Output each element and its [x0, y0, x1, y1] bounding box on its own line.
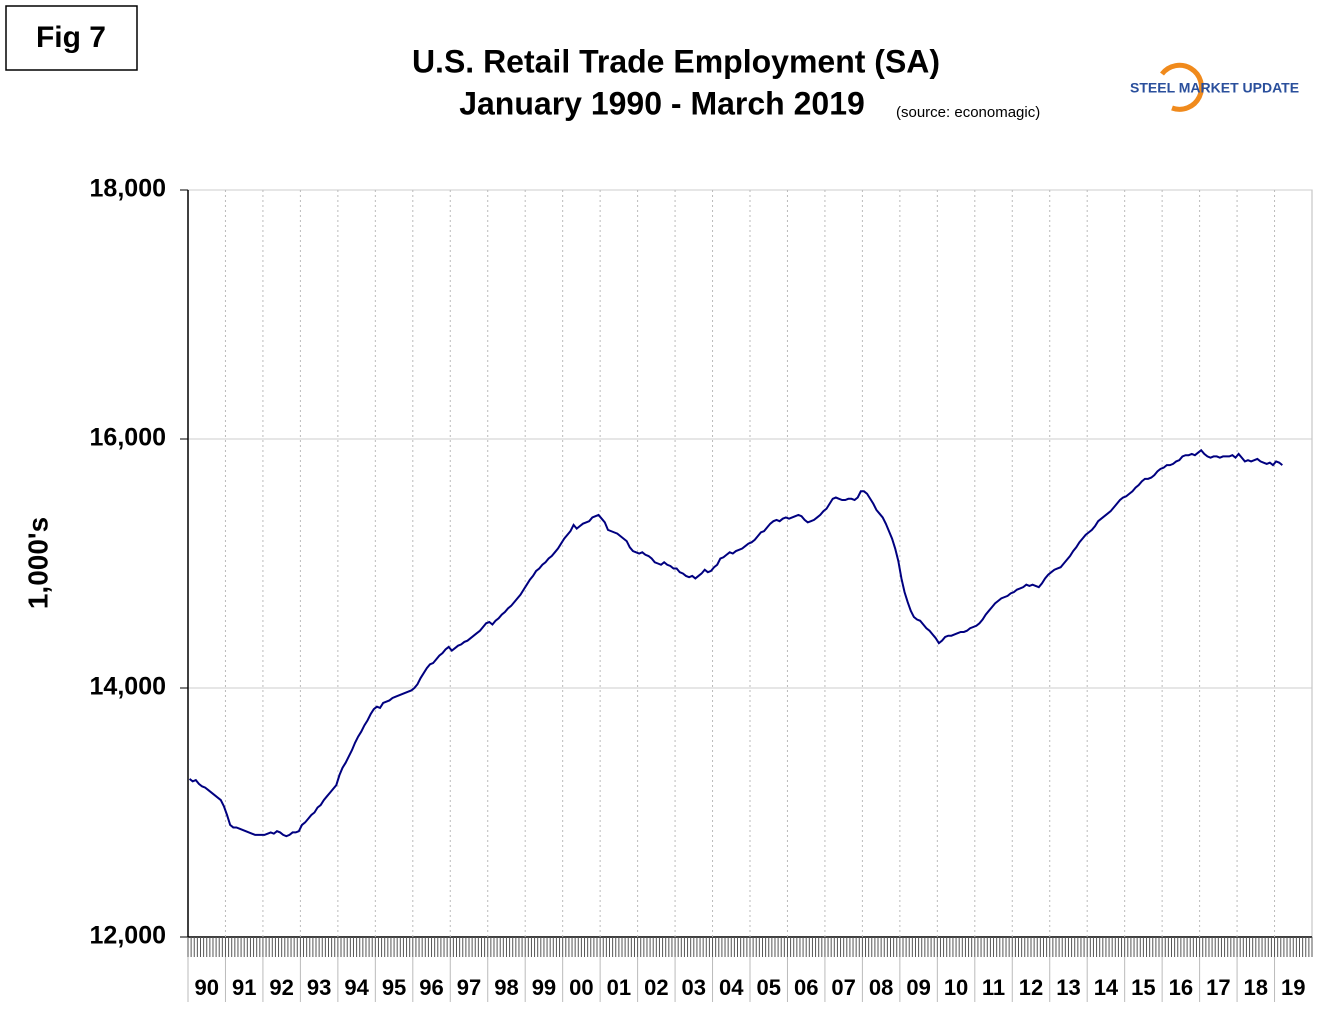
x-tick-label: 00: [569, 975, 593, 1000]
x-tick-label: 12: [1019, 975, 1043, 1000]
source-note: (source: economagic): [896, 104, 1040, 121]
series-line: [188, 448, 1283, 838]
logo-arc: [1160, 62, 1204, 112]
plot-area: [187, 189, 1313, 938]
x-tick-label: 90: [194, 975, 218, 1000]
x-tick-label: 13: [1056, 975, 1080, 1000]
x-tick-label: 19: [1281, 975, 1305, 1000]
x-tick-label: 18: [1244, 975, 1268, 1000]
x-tick-label: 94: [344, 975, 369, 1000]
x-tick-label: 04: [719, 975, 744, 1000]
x-tick-label: 09: [906, 975, 930, 1000]
x-tick-label: 92: [269, 975, 293, 1000]
figure-label: Fig 7: [36, 21, 106, 54]
x-tick-label: 02: [644, 975, 668, 1000]
x-tick-label: 07: [831, 975, 855, 1000]
y-tick-label: 18,000: [90, 175, 166, 203]
x-tick-label: 96: [419, 975, 443, 1000]
y-tick-label: 12,000: [90, 922, 166, 950]
x-tick-label: 95: [382, 975, 406, 1000]
x-tick-label: 91: [232, 975, 256, 1000]
x-tick-label: 01: [607, 975, 631, 1000]
y-tick-label: 14,000: [90, 673, 166, 701]
figure-label-box: [5, 5, 138, 71]
chart-title: U.S. Retail Trade Employment (SA): [412, 43, 940, 79]
x-tick-label: 16: [1169, 975, 1193, 1000]
logo: STEEL MARKET UPDATE: [1130, 80, 1299, 96]
x-tick-label: 98: [494, 975, 518, 1000]
x-tick-label: 97: [457, 975, 481, 1000]
x-tick-label: 93: [307, 975, 331, 1000]
x-tick-label: 06: [794, 975, 818, 1000]
x-tick-label: 05: [756, 975, 780, 1000]
x-tick-label: 99: [532, 975, 556, 1000]
x-tick-label: 15: [1131, 975, 1155, 1000]
x-tick-label: 10: [944, 975, 968, 1000]
y-tick-label: 16,000: [90, 424, 166, 452]
chart-subtitle: January 1990 - March 2019: [459, 85, 865, 121]
x-tick-label: 14: [1094, 975, 1119, 1000]
x-tick-label: 17: [1206, 975, 1230, 1000]
y-axis-label: 1,000's: [22, 517, 53, 609]
x-tick-label: 11: [982, 975, 1005, 1000]
x-tick-label: 08: [869, 975, 893, 1000]
x-tick-label: 03: [682, 975, 706, 1000]
